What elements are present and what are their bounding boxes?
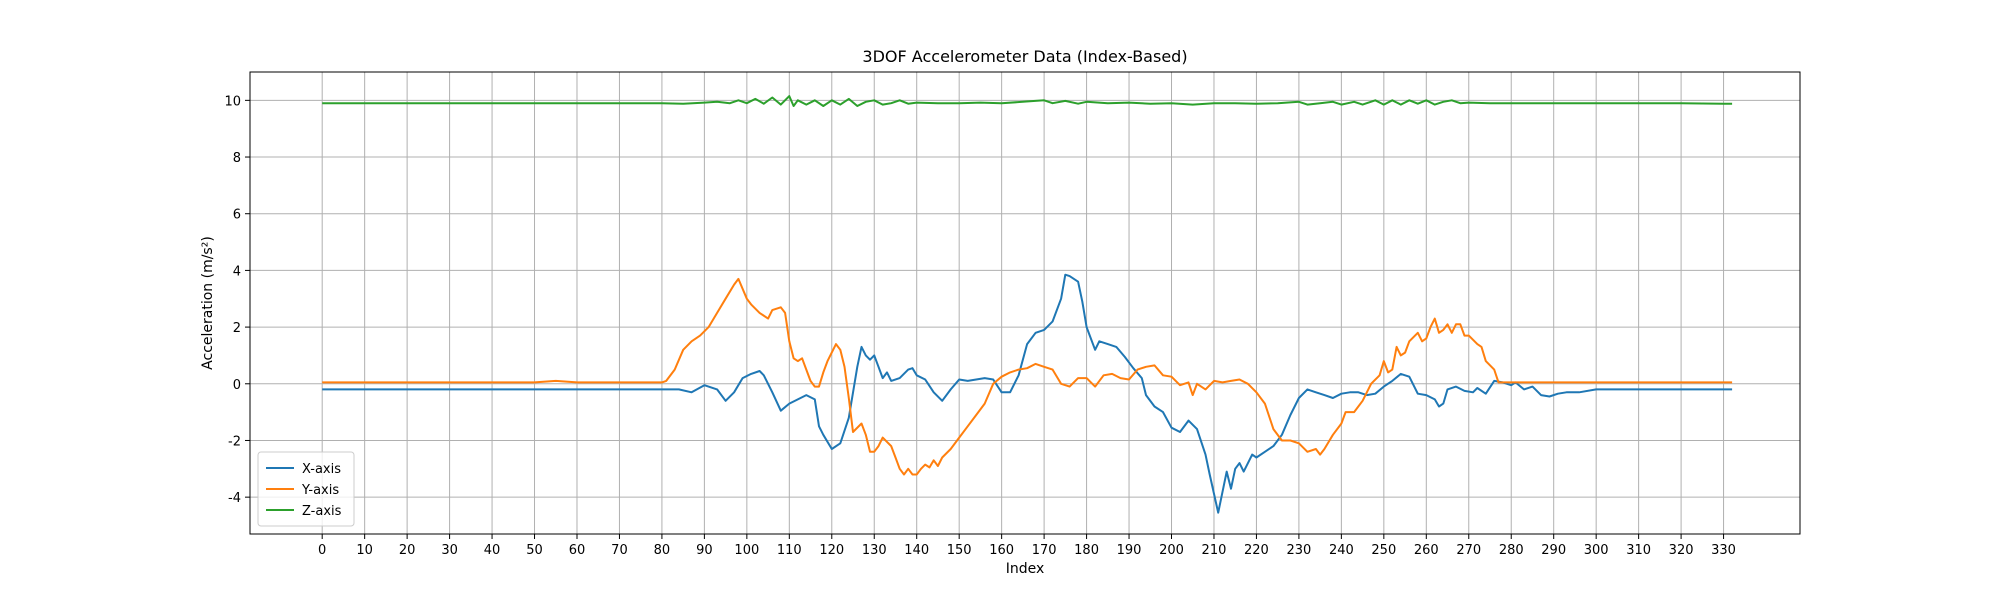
y-tick-label: -2 — [228, 434, 241, 449]
x-tick-label: 170 — [1032, 543, 1057, 558]
legend-label: Z-axis — [302, 504, 342, 519]
x-axis-ticks: 0 10 20 30 40 50 60 70 80 90 100 110 120 130 140 150 160… — [318, 534, 1736, 558]
x-tick-label: 40 — [484, 543, 501, 558]
x-axis-label: Index — [1006, 561, 1045, 577]
x-tick-label: 10 — [356, 543, 373, 558]
x-tick-label: 100 — [734, 543, 759, 558]
x-tick-label: 120 — [819, 543, 844, 558]
series-line-x-axis — [322, 273, 1733, 514]
legend: X-axis Y-axis Z-axis — [257, 451, 355, 527]
grid — [250, 72, 1800, 534]
x-tick-label: 50 — [526, 543, 543, 558]
series-line-z-axis — [322, 95, 1733, 107]
legend-label: X-axis — [302, 462, 341, 477]
y-tick-label: 6 — [233, 208, 241, 223]
x-tick-label: 200 — [1159, 543, 1184, 558]
y-tick-label: 0 — [233, 378, 241, 393]
series-lines — [322, 95, 1733, 514]
x-tick-label: 210 — [1202, 543, 1227, 558]
x-tick-label: 70 — [611, 543, 628, 558]
y-tick-label: 4 — [233, 264, 241, 279]
x-tick-label: 310 — [1626, 543, 1651, 558]
x-tick-label: 30 — [441, 543, 458, 558]
x-tick-label: 180 — [1074, 543, 1099, 558]
y-tick-label: 10 — [224, 94, 241, 109]
x-tick-label: 220 — [1244, 543, 1269, 558]
x-tick-label: 0 — [318, 543, 326, 558]
chart-title: 3DOF Accelerometer Data (Index-Based) — [862, 47, 1187, 66]
x-tick-label: 20 — [399, 543, 416, 558]
x-tick-label: 320 — [1669, 543, 1694, 558]
x-tick-label: 190 — [1117, 543, 1142, 558]
x-tick-label: 110 — [777, 543, 802, 558]
series-line-y-axis — [322, 277, 1733, 476]
x-tick-label: 330 — [1711, 543, 1736, 558]
x-tick-label: 250 — [1371, 543, 1396, 558]
x-tick-label: 140 — [904, 543, 929, 558]
x-tick-label: 130 — [862, 543, 887, 558]
y-axis-label: Acceleration (m/s²) — [200, 236, 216, 370]
y-tick-label: 2 — [233, 321, 241, 336]
x-tick-label: 290 — [1541, 543, 1566, 558]
y-tick-label: 8 — [233, 151, 241, 166]
x-tick-label: 280 — [1499, 543, 1524, 558]
x-tick-label: 230 — [1286, 543, 1311, 558]
y-tick-label: -4 — [228, 491, 241, 506]
x-tick-label: 240 — [1329, 543, 1354, 558]
legend-label: Y-axis — [301, 483, 339, 498]
x-tick-label: 90 — [696, 543, 713, 558]
x-tick-label: 160 — [989, 543, 1014, 558]
x-tick-label: 60 — [569, 543, 586, 558]
x-tick-label: 80 — [654, 543, 671, 558]
legend-box — [257, 451, 355, 527]
y-axis-ticks: -4 -2 0 2 4 6 8 10 — [224, 94, 250, 506]
x-tick-label: 150 — [947, 543, 972, 558]
x-tick-label: 270 — [1456, 543, 1481, 558]
x-tick-label: 260 — [1414, 543, 1439, 558]
plot-area-frame — [249, 71, 1801, 535]
x-tick-label: 300 — [1584, 543, 1609, 558]
